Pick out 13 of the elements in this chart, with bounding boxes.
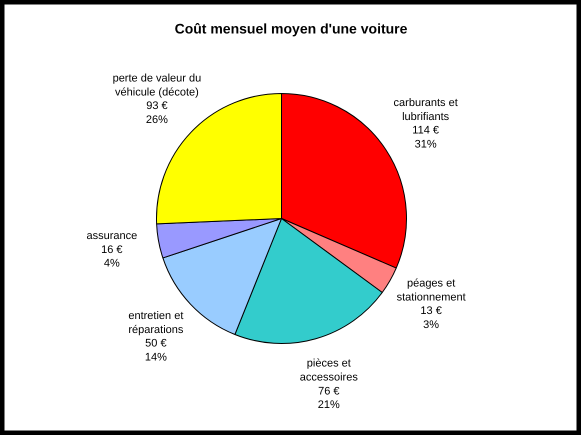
chart-title: Coût mensuel moyen d'une voiture xyxy=(174,20,408,36)
data-label: 13 € 3% xyxy=(420,305,442,332)
data-label: 16 € 4% xyxy=(101,244,123,270)
slice-label: perte de valeur du véhicule (décote) xyxy=(112,72,202,98)
slice-label: entretien et réparations xyxy=(128,310,184,336)
data-label: 93 € 26% xyxy=(146,100,168,126)
data-label: 76 € 21% xyxy=(318,385,340,412)
slice-label: péages et stationnement xyxy=(396,278,466,304)
slice-label: carburants et lubrifiants xyxy=(394,97,458,123)
data-label: 50 € 14% xyxy=(144,338,168,364)
slice-label: pièces et accessoires xyxy=(300,358,358,384)
slice-label: assurance xyxy=(86,230,138,242)
data-label: 114 € 31% xyxy=(412,124,440,150)
